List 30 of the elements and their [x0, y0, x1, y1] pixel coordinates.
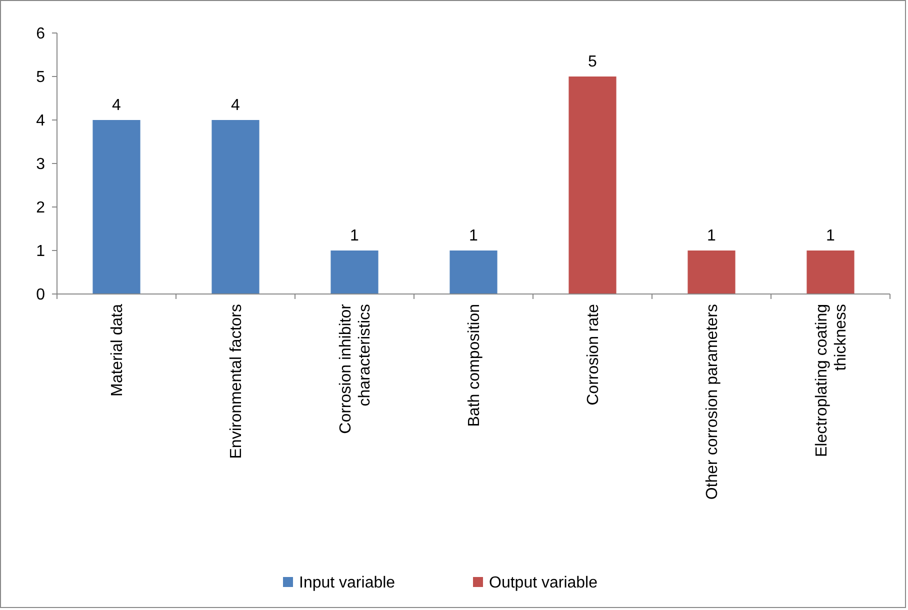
bar: [92, 120, 140, 294]
bar: [568, 76, 616, 294]
x-tick-label: Bath composition: [466, 304, 484, 427]
bar: [330, 250, 378, 294]
x-tick-label: Corrosion inhibitor characteristics: [338, 303, 374, 434]
y-tick-label: 2: [36, 200, 46, 217]
legend-label: Output variable: [489, 574, 598, 592]
y-tick-label: 6: [36, 26, 46, 43]
y-tick-label: 4: [36, 112, 46, 130]
legend-label: Input variable: [299, 574, 396, 592]
data-label: 1: [469, 228, 478, 244]
data-label: 1: [350, 228, 360, 244]
y-tick-label: 1: [36, 243, 46, 260]
data-label: 1: [826, 228, 836, 244]
data-label: 4: [112, 97, 122, 114]
x-tick-label: Corrosion rate: [585, 304, 602, 406]
y-tick-label: 3: [36, 156, 46, 174]
bar: [212, 120, 260, 294]
x-tick-label: Other corrosion parameters: [704, 304, 722, 500]
data-label: 1: [707, 228, 716, 244]
x-tick-label: Material data: [109, 304, 126, 396]
bar: [806, 250, 854, 294]
y-tick-label: 0: [36, 286, 46, 304]
y-tick-label: 5: [36, 69, 46, 86]
data-label: 5: [588, 54, 598, 70]
bar: [688, 250, 736, 294]
data-label: 4: [231, 97, 240, 114]
bar: [450, 250, 498, 294]
x-tick-label: Electroplating coating thickness: [814, 304, 850, 457]
x-tick-label: Environmental factors: [228, 304, 246, 459]
